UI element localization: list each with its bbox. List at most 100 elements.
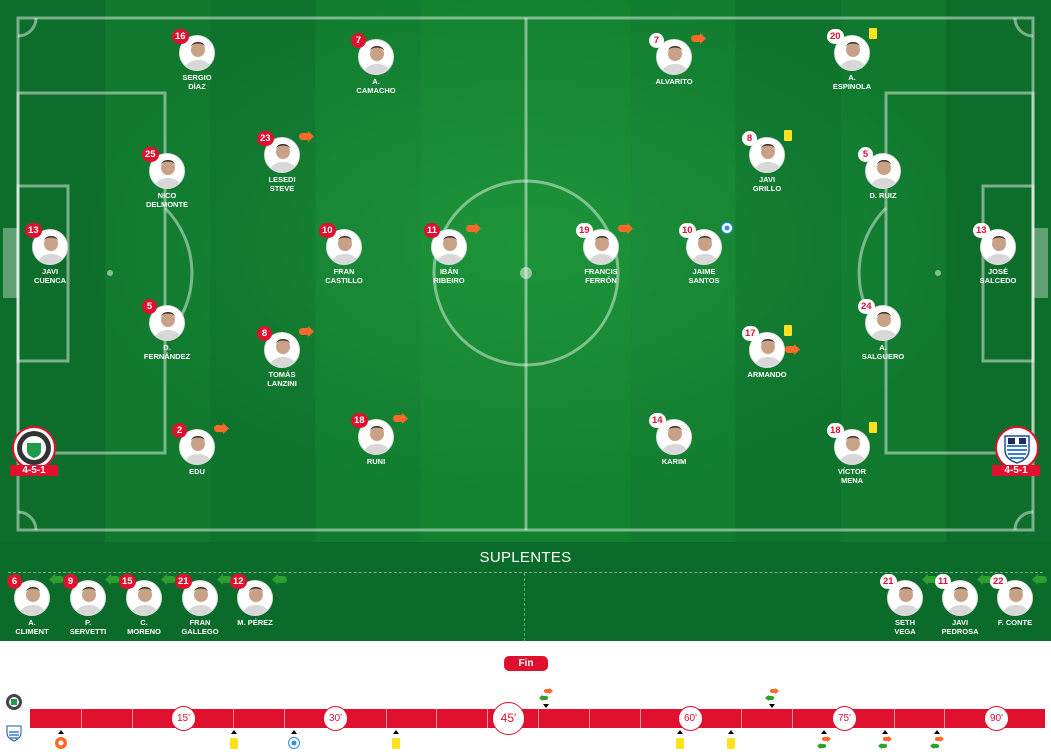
goal-ball-icon[interactable] (288, 736, 301, 754)
yellow-card-icon[interactable] (675, 736, 684, 754)
home-player[interactable]: 11 IBÁN RIBEIRO (404, 223, 494, 285)
player-name: A. SALGUERO (861, 343, 905, 361)
event-pointer (769, 704, 776, 708)
home-player[interactable]: 5 D. FERNÁNDEZ (122, 299, 212, 361)
substitution-in-icon (105, 572, 120, 590)
away-player[interactable]: 20 A. ESPINOLA (807, 28, 897, 91)
shirt-number-badge: 2 (172, 423, 187, 438)
shirt-number-badge: 18 (351, 413, 368, 428)
shirt-number-badge: 23 (257, 131, 274, 146)
minute-marker: 30' (323, 706, 348, 731)
substitution-in-icon (272, 572, 287, 590)
event-pointer (543, 704, 550, 708)
shirt-number-badge: 18 (827, 423, 844, 438)
away-player[interactable]: 7 ALVARITO (629, 33, 719, 87)
home-player[interactable]: 16 SERGIO DÍAZ (152, 29, 242, 91)
player-name: VÍCTOR MENA (837, 467, 867, 485)
shirt-number-badge: 21 (880, 574, 897, 589)
substitution-in-icon (1032, 572, 1047, 590)
player-name: C. MORENO (127, 618, 161, 636)
yellow-card-icon (869, 420, 877, 438)
home-player[interactable]: 13 JAVI CUENCA (5, 223, 95, 285)
player-name: IBÁN RIBEIRO (433, 267, 465, 285)
home-player[interactable]: 15 C. MORENO (99, 574, 189, 636)
home-player[interactable]: 18 RUNI (331, 413, 421, 467)
substitutes-section: SUPLENTES 6 A. CLIMENT 9 P. SERVETTI 15 C. MO… (0, 542, 1051, 641)
pitch-lines (0, 0, 1051, 542)
away-player[interactable]: 8 JAVI GRILLO (722, 130, 812, 193)
away-player[interactable]: 24 A. SALGUERO (838, 299, 928, 361)
yellow-card-icon[interactable] (229, 736, 238, 754)
player-name: A. ESPINOLA (832, 73, 872, 91)
substitution-out-icon (214, 421, 229, 439)
shirt-number-badge: 13 (25, 223, 42, 238)
player-name: NICO DELMONTE (145, 191, 189, 209)
timeline-segment (944, 709, 946, 728)
home-player[interactable]: 6 A. CLIMENT (0, 574, 77, 636)
player-name: FRANCIS FERRÓN (584, 267, 618, 285)
player-name: D. FERNÁNDEZ (143, 343, 191, 361)
player-name: P. SERVETTI (69, 618, 107, 636)
timeline-segment (741, 709, 743, 728)
shirt-number-badge: 13 (973, 223, 990, 238)
away-player[interactable]: 13 JOSÉ SALCEDO (953, 223, 1043, 285)
player-name: KARIM (661, 457, 687, 466)
home-player[interactable]: 12 M. PÉREZ (210, 574, 300, 628)
away-player[interactable]: 11 JAVI PEDROSA (915, 574, 1005, 636)
home-player[interactable]: 10 FRAN CASTILLO (299, 223, 389, 285)
player-photo (70, 580, 106, 616)
shirt-number-badge: 20 (827, 29, 844, 44)
yellow-card-icon[interactable] (727, 736, 736, 754)
home-player[interactable]: 21 FRAN GALLEGO (155, 574, 245, 636)
goal-ball-icon (721, 221, 733, 239)
player-name: ALVARITO (655, 77, 693, 86)
timeline-segment (284, 709, 285, 728)
substitution-icon[interactable] (929, 736, 944, 755)
substitution-icon[interactable] (539, 688, 554, 707)
shirt-number-badge: 10 (319, 223, 336, 238)
player-name: RUNI (366, 457, 386, 466)
home-formation: 4-5-1 (10, 465, 58, 476)
shirt-number-badge: 17 (742, 326, 759, 341)
substitution-icon[interactable] (765, 688, 780, 707)
event-pointer (392, 730, 399, 734)
substitution-icon[interactable] (878, 736, 893, 755)
timeline-segment (893, 709, 895, 728)
away-player[interactable]: 14 KARIM (629, 413, 719, 467)
away-player[interactable]: 22 F. CONTE (970, 574, 1051, 628)
home-team-crest (12, 426, 56, 470)
minute-marker: 45' (492, 702, 525, 735)
event-pointer (933, 730, 940, 734)
player-photo (749, 332, 785, 368)
away-player[interactable]: 5 D. RUIZ (838, 147, 928, 201)
home-player[interactable]: 23 LESEDI STEVE (237, 131, 327, 193)
shirt-number-badge: 8 (257, 326, 272, 341)
shirt-number-badge: 12 (230, 574, 247, 589)
shirt-number-badge: 6 (7, 574, 22, 589)
home-player[interactable]: 25 NICO DELMONTE (122, 147, 212, 209)
away-player[interactable]: 17 ARMANDO (722, 325, 812, 380)
away-player[interactable]: 21 SETH VEGA (860, 574, 950, 636)
home-player[interactable]: 9 P. SERVETTI (43, 574, 133, 636)
shirt-number-badge: 19 (576, 223, 593, 238)
player-photo (149, 305, 185, 341)
home-player[interactable]: 2 EDU (152, 423, 242, 477)
player-name: A. CAMACHO (356, 77, 396, 95)
away-player[interactable]: 19 FRANCIS FERRÓN (556, 223, 646, 285)
player-name: LESEDI STEVE (268, 175, 296, 193)
away-player[interactable]: 10 JAIME SANTOS (659, 222, 749, 285)
home-player[interactable]: 7 A. CAMACHO (331, 33, 421, 95)
substitution-in-icon (161, 572, 176, 590)
timeline-segment (639, 709, 641, 728)
shirt-number-badge: 16 (172, 29, 189, 44)
home-player[interactable]: 8 TOMÁS LANZINI (237, 326, 327, 388)
player-name: D. RUIZ (869, 191, 897, 200)
away-team-crest (995, 426, 1039, 470)
yellow-card-icon[interactable] (391, 736, 400, 754)
substitution-icon[interactable] (816, 736, 831, 755)
shirt-number-badge: 5 (858, 147, 873, 162)
own-goal-ball-icon[interactable] (55, 736, 68, 754)
away-player[interactable]: 18 VÍCTOR MENA (807, 422, 897, 485)
player-name: JAVI PEDROSA (941, 618, 979, 636)
player-name: JOSÉ SALCEDO (979, 267, 1017, 285)
